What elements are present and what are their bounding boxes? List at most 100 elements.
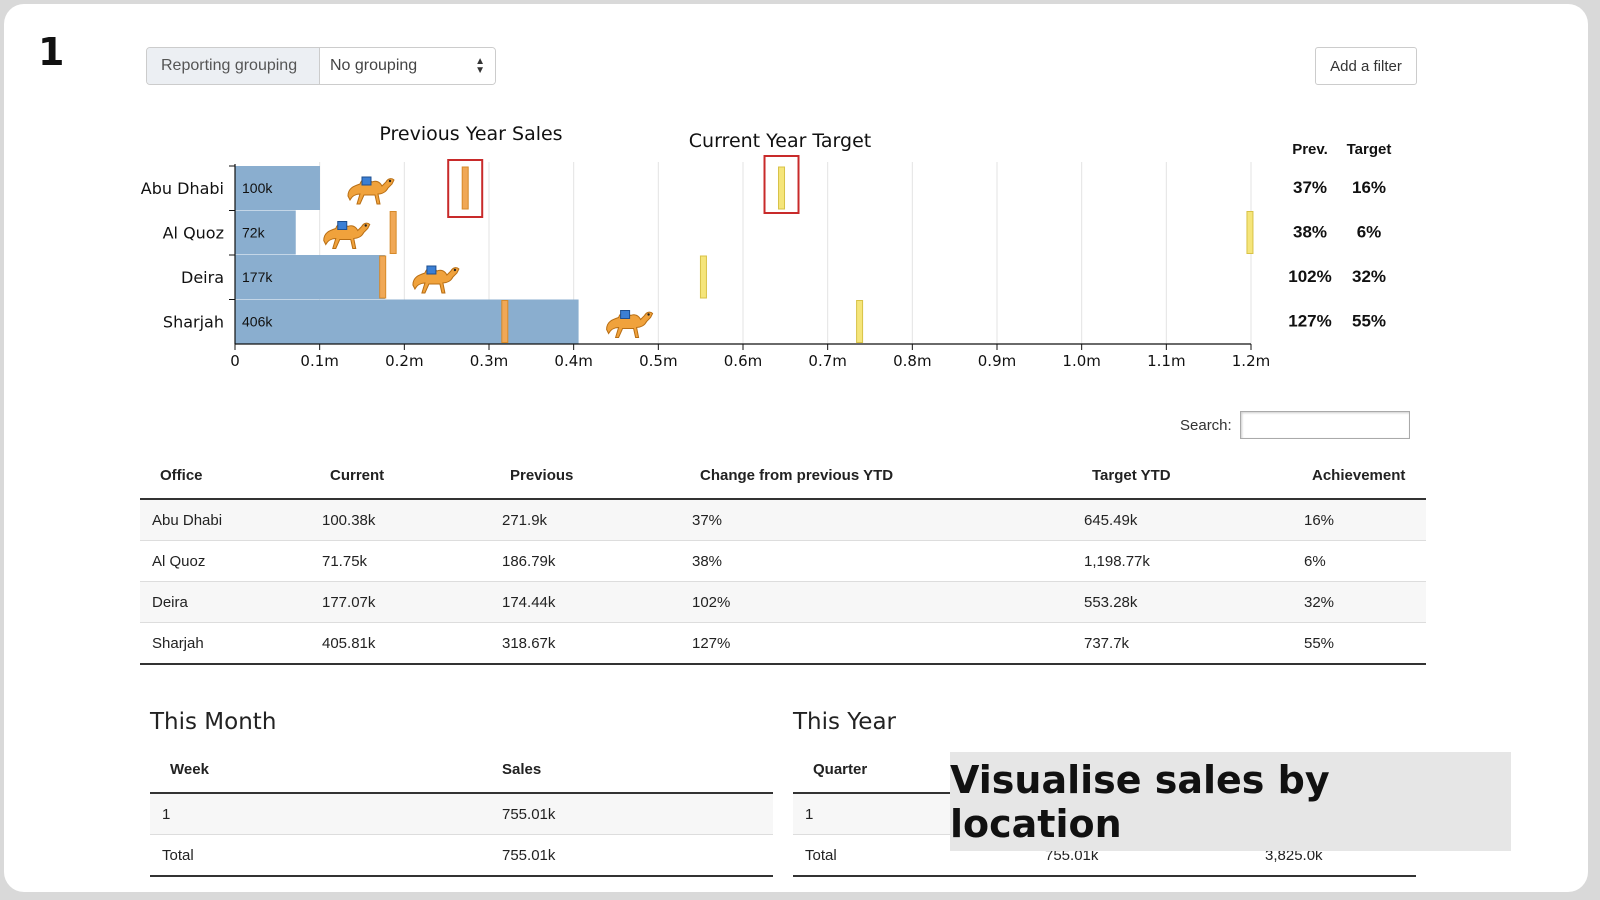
screenshot-frame: 1 Reporting grouping No grouping ▲ ▼ Add … bbox=[4, 4, 1588, 892]
previous-year-marker bbox=[389, 211, 397, 254]
x-tick-label: 0.4m bbox=[554, 352, 592, 370]
x-tick-label: 1.2m bbox=[1232, 352, 1270, 370]
x-tick-label: 0.7m bbox=[808, 352, 846, 370]
table-cell: 55% bbox=[1292, 622, 1426, 665]
current-bar bbox=[235, 210, 296, 255]
current-bar bbox=[235, 166, 320, 210]
category-label: Sharjah bbox=[163, 313, 224, 332]
camel-icon bbox=[347, 176, 395, 205]
column-header[interactable]: Sales bbox=[482, 746, 773, 794]
table-cell: Abu Dhabi bbox=[140, 499, 310, 541]
column-header[interactable]: Office bbox=[140, 452, 310, 500]
table-row: Deira 177.07k 174.44k 102% 553.28k 32% bbox=[140, 581, 1426, 623]
search-label: Search: bbox=[1180, 416, 1232, 434]
target-pct-value: 16% bbox=[1352, 178, 1386, 197]
search-box: Search: bbox=[1180, 411, 1410, 439]
target-pct-value: 55% bbox=[1352, 312, 1386, 331]
table-cell: 37% bbox=[680, 499, 1072, 541]
x-tick-label: 0.5m bbox=[639, 352, 677, 370]
camel-icon bbox=[412, 265, 460, 294]
table-cell: 1,198.77k bbox=[1072, 540, 1292, 582]
table-cell: 174.44k bbox=[490, 581, 680, 623]
target-marker bbox=[778, 166, 786, 210]
camel-icon bbox=[323, 221, 371, 249]
current-bar bbox=[235, 299, 579, 344]
table-cell: 38% bbox=[680, 540, 1072, 582]
previous-year-marker bbox=[461, 166, 469, 210]
table-row: 1 755.01k bbox=[150, 793, 773, 835]
this-month-title: This Month bbox=[150, 709, 277, 735]
table-cell: 16% bbox=[1292, 499, 1426, 541]
this-month-table: Week Sales 1 755.01k Total 755.01k bbox=[150, 746, 773, 877]
prev-pct-value: 102% bbox=[1288, 267, 1331, 286]
table-row: Total 755.01k bbox=[150, 834, 773, 877]
column-header[interactable]: Achievement bbox=[1292, 452, 1426, 500]
table-cell: Total bbox=[150, 834, 482, 877]
table-cell: 755.01k bbox=[482, 834, 773, 877]
table-cell: 405.81k bbox=[310, 622, 490, 665]
previous-highlight-box bbox=[447, 159, 484, 218]
column-header[interactable]: Current bbox=[310, 452, 490, 500]
column-header[interactable]: Target YTD bbox=[1072, 452, 1292, 500]
bar-value-label: 72k bbox=[242, 225, 266, 241]
table-cell: 100.38k bbox=[310, 499, 490, 541]
category-label: Abu Dhabi bbox=[141, 179, 224, 198]
table-cell: 645.49k bbox=[1072, 499, 1292, 541]
table-cell: Deira bbox=[140, 581, 310, 623]
camel-icon bbox=[606, 310, 654, 338]
caption-banner: Visualise sales by location bbox=[950, 752, 1511, 851]
step-number: 1 bbox=[38, 30, 65, 74]
target-highlight-box bbox=[763, 155, 800, 214]
column-header[interactable]: Week bbox=[150, 746, 482, 794]
reporting-grouping-label: Reporting grouping bbox=[147, 48, 320, 84]
x-tick-label: 0.1m bbox=[300, 352, 338, 370]
target-marker bbox=[699, 255, 707, 299]
category-label: Al Quoz bbox=[163, 224, 224, 243]
grouping-select[interactable]: No grouping ▲ ▼ bbox=[320, 48, 495, 84]
bar-value-label: 406k bbox=[242, 314, 273, 330]
sales-chart: 100k Abu Dhabi 72k Al Quoz 177k Deira 406k Shar… bbox=[141, 123, 1392, 370]
column-header[interactable]: Previous bbox=[490, 452, 680, 500]
x-tick-label: 0.8m bbox=[893, 352, 931, 370]
x-tick-label: 0.6m bbox=[724, 352, 762, 370]
bar-value-label: 177k bbox=[242, 269, 273, 285]
x-tick-label: 0.9m bbox=[978, 352, 1016, 370]
table-row: Abu Dhabi 100.38k 271.9k 37% 645.49k 16% bbox=[140, 499, 1426, 541]
column-header[interactable]: Change from previous YTD bbox=[680, 452, 1072, 500]
table-cell: 127% bbox=[680, 622, 1072, 665]
prev-pct-value: 37% bbox=[1293, 178, 1327, 197]
table-header-row: Week Sales bbox=[150, 746, 773, 794]
prev-pct-header: Prev. bbox=[1292, 141, 1328, 158]
search-input[interactable] bbox=[1239, 411, 1410, 439]
table-cell: 32% bbox=[1292, 581, 1426, 623]
target-annotation: Current Year Target bbox=[689, 130, 871, 152]
table-cell: 553.28k bbox=[1072, 581, 1292, 623]
current-bar bbox=[235, 255, 385, 299]
table-cell: 102% bbox=[680, 581, 1072, 623]
table-cell: 6% bbox=[1292, 540, 1426, 582]
grouping-select-value: No grouping bbox=[330, 57, 418, 74]
previous-year-marker bbox=[379, 255, 387, 299]
office-sales-table: Office Current Previous Change from previou… bbox=[140, 452, 1426, 665]
table-header-row: Office Current Previous Change from previou… bbox=[140, 452, 1426, 500]
table-cell: 755.01k bbox=[482, 793, 773, 835]
x-tick-label: 0 bbox=[230, 352, 240, 370]
table-cell: Sharjah bbox=[140, 622, 310, 665]
target-pct-value: 6% bbox=[1357, 223, 1382, 242]
add-filter-button[interactable]: Add a filter bbox=[1315, 47, 1417, 85]
table-cell: 177.07k bbox=[310, 581, 490, 623]
previous-year-marker bbox=[501, 300, 509, 343]
table-cell: 1 bbox=[150, 793, 482, 835]
target-pct-header: Target bbox=[1347, 141, 1392, 158]
table-cell: Al Quoz bbox=[140, 540, 310, 582]
this-year-title: This Year bbox=[793, 709, 897, 735]
category-label: Deira bbox=[181, 268, 224, 287]
table-cell: 71.75k bbox=[310, 540, 490, 582]
x-tick-label: 0.2m bbox=[385, 352, 423, 370]
table-cell: 737.7k bbox=[1072, 622, 1292, 665]
reporting-grouping-control[interactable]: Reporting grouping No grouping ▲ ▼ bbox=[146, 47, 496, 85]
table-row: Al Quoz 71.75k 186.79k 38% 1,198.77k 6% bbox=[140, 540, 1426, 582]
table-cell: 186.79k bbox=[490, 540, 680, 582]
target-marker bbox=[856, 300, 864, 343]
table-cell: 271.9k bbox=[490, 499, 680, 541]
